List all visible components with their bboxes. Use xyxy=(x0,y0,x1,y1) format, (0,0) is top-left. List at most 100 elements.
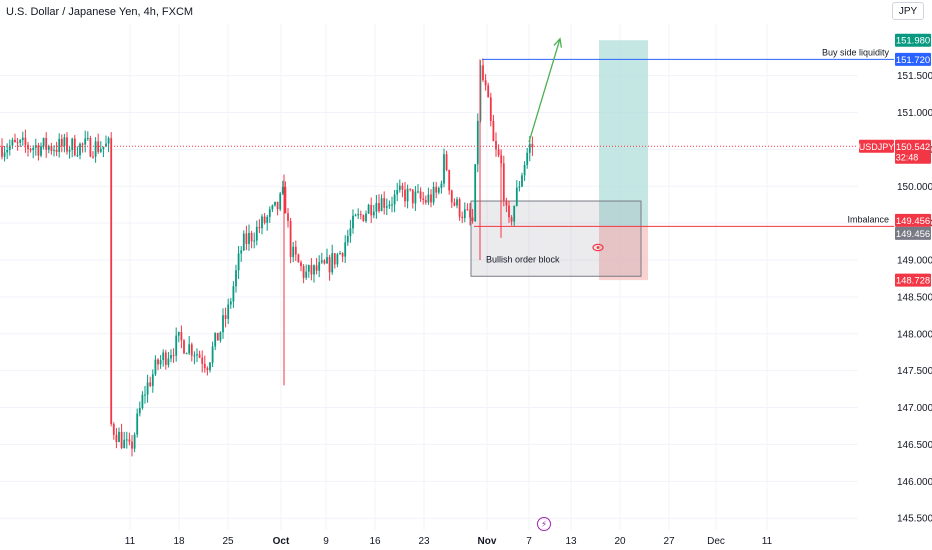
countdown-label: 32:48 xyxy=(896,152,919,162)
candle-body xyxy=(224,315,227,319)
candle-body xyxy=(40,146,42,156)
candle-body xyxy=(352,215,354,229)
x-tick-label: 11 xyxy=(125,536,136,547)
candle-body xyxy=(383,198,386,208)
candle-body xyxy=(157,359,159,365)
candle-body xyxy=(16,142,19,144)
candle-body xyxy=(292,246,295,257)
candle-body xyxy=(175,335,178,356)
price-axis[interactable]: 145.500 146.000 146.500 147.000 147.500 148.0… xyxy=(859,33,932,525)
candle-body xyxy=(502,163,505,201)
position-loss-zone xyxy=(599,226,648,281)
candle-body xyxy=(528,143,531,153)
candle-body xyxy=(289,220,292,257)
candle-body xyxy=(266,216,269,223)
candle-body xyxy=(255,226,258,241)
entry-price-label: 149.456 xyxy=(896,216,930,227)
x-tick-label: 16 xyxy=(369,536,381,547)
candle-body xyxy=(523,164,526,176)
candle-body xyxy=(47,146,50,150)
candle-body xyxy=(521,175,523,187)
candle-body xyxy=(398,185,401,191)
candle-body xyxy=(495,141,497,150)
candle-body xyxy=(471,217,474,222)
candle-body xyxy=(437,187,440,193)
y-tick-label: 145.500 xyxy=(897,514,932,525)
candle-body xyxy=(432,186,435,203)
candle-body xyxy=(424,199,427,203)
candle-body xyxy=(354,215,357,217)
candle-body xyxy=(11,139,14,146)
x-tick-label: Nov xyxy=(478,536,497,547)
x-tick-label: 18 xyxy=(173,536,185,547)
candle-body xyxy=(248,232,250,244)
order-block-label: Bullish order block xyxy=(486,254,560,264)
candle-body xyxy=(229,301,232,305)
candle-body xyxy=(372,211,375,216)
candle-body xyxy=(107,138,110,144)
candle-body xyxy=(27,144,29,150)
candle-body xyxy=(315,265,318,271)
candle-body xyxy=(331,253,334,273)
candle-body xyxy=(232,286,235,302)
x-tick-label: 7 xyxy=(526,536,532,547)
candle-body xyxy=(328,257,331,273)
x-tick-label: 9 xyxy=(323,536,329,547)
candle-body xyxy=(349,228,352,236)
candle-body xyxy=(305,271,308,278)
projection-arrow-line xyxy=(528,38,561,143)
candle-body xyxy=(180,331,183,341)
candle-body xyxy=(359,214,362,216)
candle-body xyxy=(476,120,479,165)
stop-price-label-bg xyxy=(895,273,931,287)
candle-body xyxy=(268,209,271,217)
chart-grid xyxy=(0,24,858,530)
candle-body xyxy=(484,80,487,86)
candle-body xyxy=(323,260,326,264)
candle-body xyxy=(167,358,170,365)
candle-body xyxy=(154,359,157,375)
candle-body xyxy=(60,138,63,147)
candle-body xyxy=(510,217,513,222)
candle-body xyxy=(362,215,365,222)
currency-button[interactable]: JPY xyxy=(892,2,924,20)
candle-body xyxy=(118,431,120,442)
order-block-box xyxy=(470,200,642,277)
lightning-icon[interactable]: ⚡ xyxy=(537,517,551,531)
stop-price-label: 148.728 xyxy=(896,276,930,287)
x-tick-label: 27 xyxy=(663,536,675,547)
y-tick-label: 147.000 xyxy=(897,403,932,414)
candle-body xyxy=(211,346,214,363)
candle-body xyxy=(336,254,339,265)
candle-body xyxy=(487,85,490,98)
y-tick-label: 148.500 xyxy=(897,292,932,303)
candle-body xyxy=(201,357,204,364)
candle-body xyxy=(401,185,404,190)
candle-body xyxy=(29,149,32,151)
candle-body xyxy=(281,186,284,194)
candle-body xyxy=(66,137,68,152)
candle-body xyxy=(302,266,305,278)
y-tick-label: 149.000 xyxy=(897,256,932,267)
y-tick-label: 151.000 xyxy=(897,108,932,119)
candle-body xyxy=(443,154,445,184)
candle-body xyxy=(414,191,417,204)
x-tick-label: Oct xyxy=(273,536,290,547)
candle-body xyxy=(515,187,518,206)
candle-body xyxy=(193,355,196,357)
candle-body xyxy=(427,194,430,203)
candle-body xyxy=(133,434,136,449)
candle-body xyxy=(300,262,302,267)
candle-body xyxy=(422,198,425,200)
buy-side-price-label: 151.720 xyxy=(896,55,930,66)
candle-body xyxy=(385,206,388,208)
candle-body xyxy=(55,149,58,152)
candle-body xyxy=(216,332,219,341)
current-price-label: 150.542 xyxy=(896,142,930,153)
time-axis[interactable]: 11 18 25 Oct 9 16 23 Nov 7 13 20 27 Dec 11 xyxy=(125,536,773,547)
candle-body xyxy=(94,141,97,157)
candle-body xyxy=(258,226,261,229)
x-tick-label: 11 xyxy=(762,536,773,547)
candle-body xyxy=(456,199,458,206)
